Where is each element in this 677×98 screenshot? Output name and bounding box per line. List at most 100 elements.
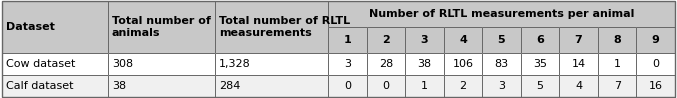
Bar <box>636 53 675 75</box>
Bar <box>598 75 636 97</box>
Text: 1: 1 <box>613 59 621 69</box>
Text: 106: 106 <box>452 59 473 69</box>
Bar <box>328 53 366 75</box>
Bar <box>108 1 215 53</box>
Bar <box>636 27 675 53</box>
Bar <box>405 27 443 53</box>
Text: 28: 28 <box>378 59 393 69</box>
Bar <box>2 1 108 53</box>
Text: 1: 1 <box>421 81 428 91</box>
Text: 0: 0 <box>652 59 659 69</box>
Text: 6: 6 <box>536 35 544 45</box>
Bar <box>108 1 215 53</box>
Bar <box>215 75 328 97</box>
Bar <box>598 27 636 53</box>
Bar <box>366 27 405 53</box>
Text: 2: 2 <box>460 81 466 91</box>
Bar <box>559 75 598 97</box>
Text: Number of RLTL measurements per animal: Number of RLTL measurements per animal <box>369 9 634 19</box>
Bar <box>328 1 675 27</box>
Text: 3: 3 <box>498 81 505 91</box>
Text: Total number of RLTL
measurements: Total number of RLTL measurements <box>219 16 350 38</box>
Text: 4: 4 <box>459 35 467 45</box>
Bar <box>215 1 328 53</box>
Bar <box>482 27 521 53</box>
Text: 0: 0 <box>344 81 351 91</box>
Bar <box>2 1 108 53</box>
Text: 7: 7 <box>575 35 582 45</box>
Bar <box>482 53 521 75</box>
Bar <box>521 53 559 75</box>
Bar <box>366 75 405 97</box>
Text: 9: 9 <box>652 35 659 45</box>
Bar <box>108 53 215 75</box>
Text: 7: 7 <box>613 81 621 91</box>
Text: 1,328: 1,328 <box>219 59 250 69</box>
Bar <box>405 75 443 97</box>
Bar <box>598 27 636 53</box>
Bar <box>559 27 598 53</box>
Bar <box>482 75 521 97</box>
Bar <box>559 53 598 75</box>
Text: Total number of
animals: Total number of animals <box>112 16 211 38</box>
Bar <box>443 27 482 53</box>
Bar <box>405 75 443 97</box>
Bar <box>405 53 443 75</box>
Text: 4: 4 <box>575 81 582 91</box>
Bar <box>328 53 366 75</box>
Bar <box>443 27 482 53</box>
Bar <box>108 75 215 97</box>
Bar <box>215 1 328 53</box>
Bar <box>521 75 559 97</box>
Bar <box>521 53 559 75</box>
Bar <box>366 75 405 97</box>
Bar <box>2 53 108 75</box>
Bar <box>443 53 482 75</box>
Bar <box>405 27 443 53</box>
Bar <box>328 27 366 53</box>
Text: 38: 38 <box>417 59 431 69</box>
Bar <box>215 75 328 97</box>
Bar <box>443 75 482 97</box>
Text: 3: 3 <box>344 59 351 69</box>
Bar <box>2 75 108 97</box>
Text: 5: 5 <box>537 81 544 91</box>
Bar <box>482 53 521 75</box>
Text: 35: 35 <box>533 59 547 69</box>
Bar <box>482 75 521 97</box>
Bar <box>636 75 675 97</box>
Bar <box>521 75 559 97</box>
Text: 0: 0 <box>383 81 389 91</box>
Bar <box>443 53 482 75</box>
Bar <box>2 53 108 75</box>
Text: 2: 2 <box>382 35 390 45</box>
Bar <box>482 27 521 53</box>
Bar <box>328 75 366 97</box>
Text: 3: 3 <box>420 35 428 45</box>
Text: 8: 8 <box>613 35 621 45</box>
Bar <box>215 53 328 75</box>
Bar <box>559 75 598 97</box>
Bar <box>559 53 598 75</box>
Bar <box>405 53 443 75</box>
Bar <box>366 53 405 75</box>
Bar <box>328 1 675 27</box>
Bar <box>598 53 636 75</box>
Bar <box>366 27 405 53</box>
Text: 308: 308 <box>112 59 133 69</box>
Bar <box>559 27 598 53</box>
Text: 83: 83 <box>494 59 508 69</box>
Bar <box>215 53 328 75</box>
Text: 16: 16 <box>649 81 663 91</box>
Text: 14: 14 <box>571 59 586 69</box>
Bar <box>328 27 366 53</box>
Bar <box>521 27 559 53</box>
Bar <box>598 75 636 97</box>
Text: Dataset: Dataset <box>6 22 55 32</box>
Bar <box>598 53 636 75</box>
Text: 1: 1 <box>343 35 351 45</box>
Bar <box>443 75 482 97</box>
Text: 38: 38 <box>112 81 126 91</box>
Text: 284: 284 <box>219 81 240 91</box>
Bar <box>366 53 405 75</box>
